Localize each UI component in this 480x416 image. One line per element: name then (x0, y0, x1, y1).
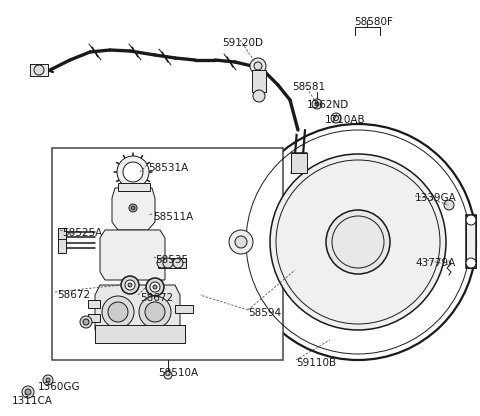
Circle shape (312, 99, 322, 109)
Circle shape (108, 302, 128, 322)
Circle shape (250, 58, 266, 74)
Circle shape (131, 206, 135, 210)
Circle shape (123, 162, 143, 182)
Polygon shape (112, 188, 155, 230)
Circle shape (150, 282, 160, 292)
Circle shape (80, 316, 92, 328)
Text: 58525A: 58525A (62, 228, 102, 238)
Circle shape (139, 296, 171, 328)
Text: 58535: 58535 (155, 255, 188, 265)
Circle shape (83, 319, 89, 325)
Text: 1311CA: 1311CA (12, 396, 53, 406)
Circle shape (240, 124, 476, 360)
Bar (58, 239, 66, 253)
Bar (52, 148, 283, 360)
Text: 1362ND: 1362ND (307, 100, 349, 110)
Bar (158, 258, 186, 268)
Text: 1710AB: 1710AB (325, 115, 366, 125)
Circle shape (253, 90, 265, 102)
Text: 58672: 58672 (57, 290, 90, 300)
Bar (175, 305, 193, 313)
Circle shape (145, 302, 165, 322)
Polygon shape (100, 230, 165, 280)
Circle shape (43, 375, 53, 385)
Circle shape (34, 65, 44, 75)
Text: 43779A: 43779A (415, 258, 455, 268)
Text: 59110B: 59110B (296, 358, 336, 368)
Circle shape (125, 280, 135, 290)
Circle shape (315, 102, 319, 106)
Circle shape (163, 258, 173, 268)
Circle shape (173, 258, 183, 268)
Circle shape (229, 230, 253, 254)
Circle shape (466, 258, 476, 268)
Circle shape (117, 156, 149, 188)
Circle shape (254, 62, 262, 70)
Circle shape (25, 389, 31, 395)
Circle shape (326, 210, 390, 274)
Circle shape (235, 236, 247, 248)
Circle shape (121, 276, 139, 294)
Bar (30, 64, 48, 76)
Text: 58580F: 58580F (354, 17, 393, 27)
Circle shape (444, 200, 454, 210)
Text: 58511A: 58511A (153, 212, 193, 222)
Bar (95, 325, 185, 343)
Text: 1360GG: 1360GG (38, 382, 81, 392)
Text: 58531A: 58531A (148, 163, 188, 173)
Text: 59120D: 59120D (222, 38, 263, 48)
Text: 58510A: 58510A (158, 368, 198, 378)
Bar (118, 183, 150, 191)
Text: 58594: 58594 (248, 308, 281, 318)
Text: 1339GA: 1339GA (415, 193, 457, 203)
Bar (252, 70, 266, 92)
Bar (88, 300, 100, 308)
Circle shape (22, 386, 34, 398)
Bar (88, 314, 100, 322)
Circle shape (331, 113, 341, 123)
Circle shape (146, 278, 164, 296)
Circle shape (164, 371, 172, 379)
Polygon shape (466, 215, 476, 268)
Circle shape (129, 204, 137, 212)
Circle shape (270, 154, 446, 330)
Circle shape (153, 285, 157, 289)
Circle shape (157, 258, 167, 268)
Bar (58, 228, 66, 242)
Circle shape (466, 215, 476, 225)
Circle shape (128, 283, 132, 287)
Circle shape (102, 296, 134, 328)
Text: 58581: 58581 (292, 82, 325, 92)
Bar (291, 153, 307, 173)
Text: 58672: 58672 (140, 293, 173, 303)
Polygon shape (95, 285, 180, 330)
Circle shape (46, 378, 50, 382)
